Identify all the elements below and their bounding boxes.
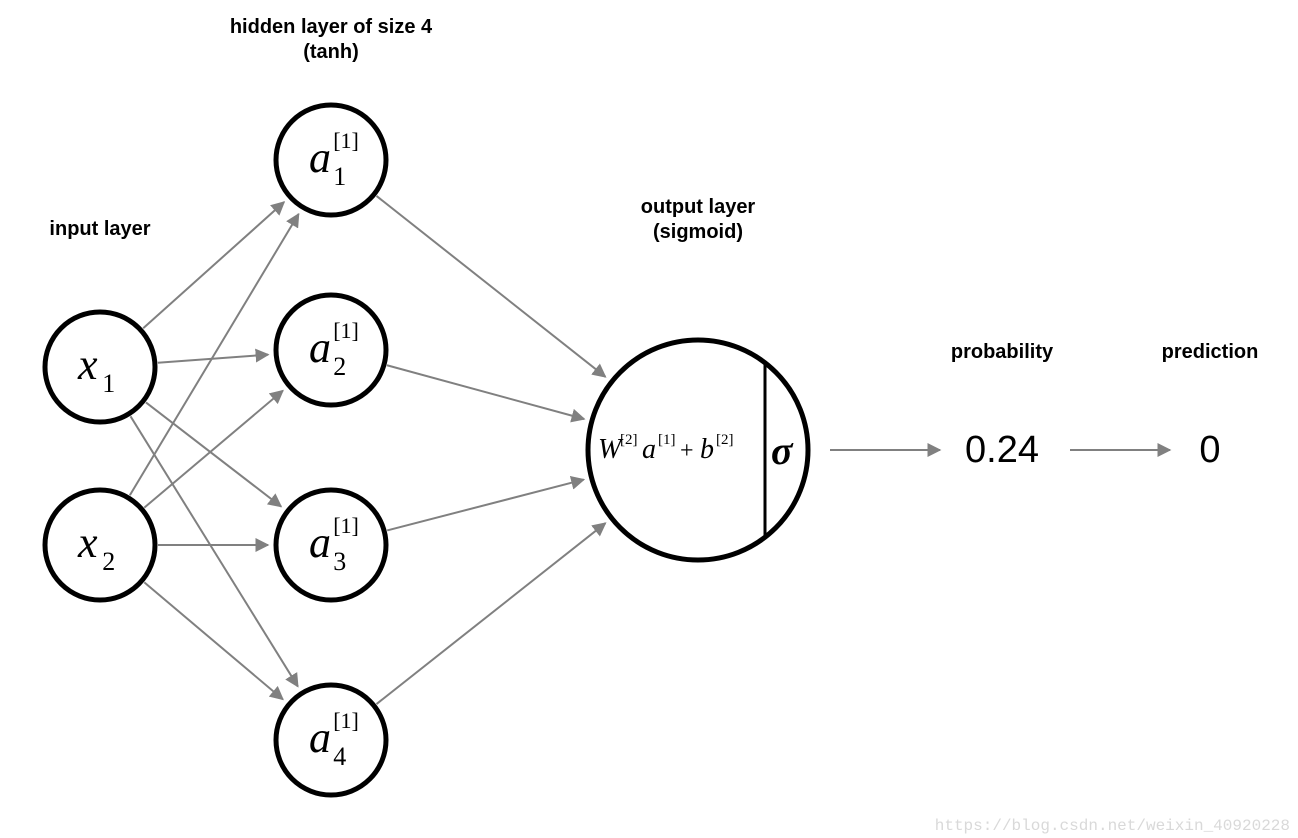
input-layer-label: input layer xyxy=(49,218,150,240)
node-sub: 1 xyxy=(333,162,346,191)
edge xyxy=(387,365,584,419)
edge xyxy=(377,523,606,704)
edges-input-hidden xyxy=(130,202,299,699)
probability-label: probability xyxy=(951,341,1054,363)
formula-b-sup: [2] xyxy=(716,432,734,448)
node-a2: a2 [1] xyxy=(276,295,386,405)
formula-a: a xyxy=(642,434,656,465)
hidden-layer-label-line2: (tanh) xyxy=(303,41,359,63)
output-layer-label-line1: output layer xyxy=(641,196,756,218)
edge xyxy=(144,582,283,699)
node-sub: 4 xyxy=(333,742,346,771)
formula-b: b xyxy=(700,434,714,465)
sigma-symbol: σ xyxy=(771,428,794,473)
node-sup: [1] xyxy=(333,708,359,733)
edges-hidden-output xyxy=(377,196,606,704)
hidden-nodes: a1[1]a2[1]a3[1]a4[1] xyxy=(276,105,386,795)
node-x2: x2 xyxy=(45,490,155,600)
node-var: a xyxy=(309,133,331,182)
node-var: x xyxy=(77,340,98,389)
input-nodes: x1x2 xyxy=(45,312,155,600)
node-var: a xyxy=(309,713,331,762)
hidden-layer-label-line1: hidden layer of size 4 xyxy=(230,16,433,38)
node-var: x xyxy=(77,518,98,567)
output-layer-label-line2: (sigmoid) xyxy=(653,221,743,243)
node-sub: 2 xyxy=(102,547,115,576)
formula-W-sup: [2] xyxy=(620,432,638,448)
node-sub: 3 xyxy=(333,547,346,576)
node-sub: 1 xyxy=(102,369,115,398)
probability-value: 0.24 xyxy=(965,429,1039,471)
watermark-text: https://blog.csdn.net/weixin_40920228 xyxy=(935,817,1290,835)
prediction-label: prediction xyxy=(1162,341,1259,363)
output-node: W[2]a[1]+b[2]σ xyxy=(588,340,808,560)
node-sub: 2 xyxy=(333,352,346,381)
node-var: a xyxy=(309,518,331,567)
node-a4: a4 [1] xyxy=(276,685,386,795)
edge xyxy=(377,196,606,377)
node-a3: a3 [1] xyxy=(276,490,386,600)
edge xyxy=(146,402,281,506)
neural-network-diagram: input layer hidden layer of size 4 (tanh… xyxy=(0,0,1298,838)
node-sup: [1] xyxy=(333,128,359,153)
node-x1: x1 xyxy=(45,312,155,422)
edge xyxy=(143,202,284,328)
node-var: a xyxy=(309,323,331,372)
edge xyxy=(387,480,584,531)
node-a1: a1 [1] xyxy=(276,105,386,215)
formula-a-sup: [1] xyxy=(658,432,676,448)
prediction-value: 0 xyxy=(1199,429,1220,471)
node-sup: [1] xyxy=(333,318,359,343)
edge xyxy=(144,391,283,508)
node-sup: [1] xyxy=(333,513,359,538)
formula-plus: + xyxy=(680,438,694,464)
